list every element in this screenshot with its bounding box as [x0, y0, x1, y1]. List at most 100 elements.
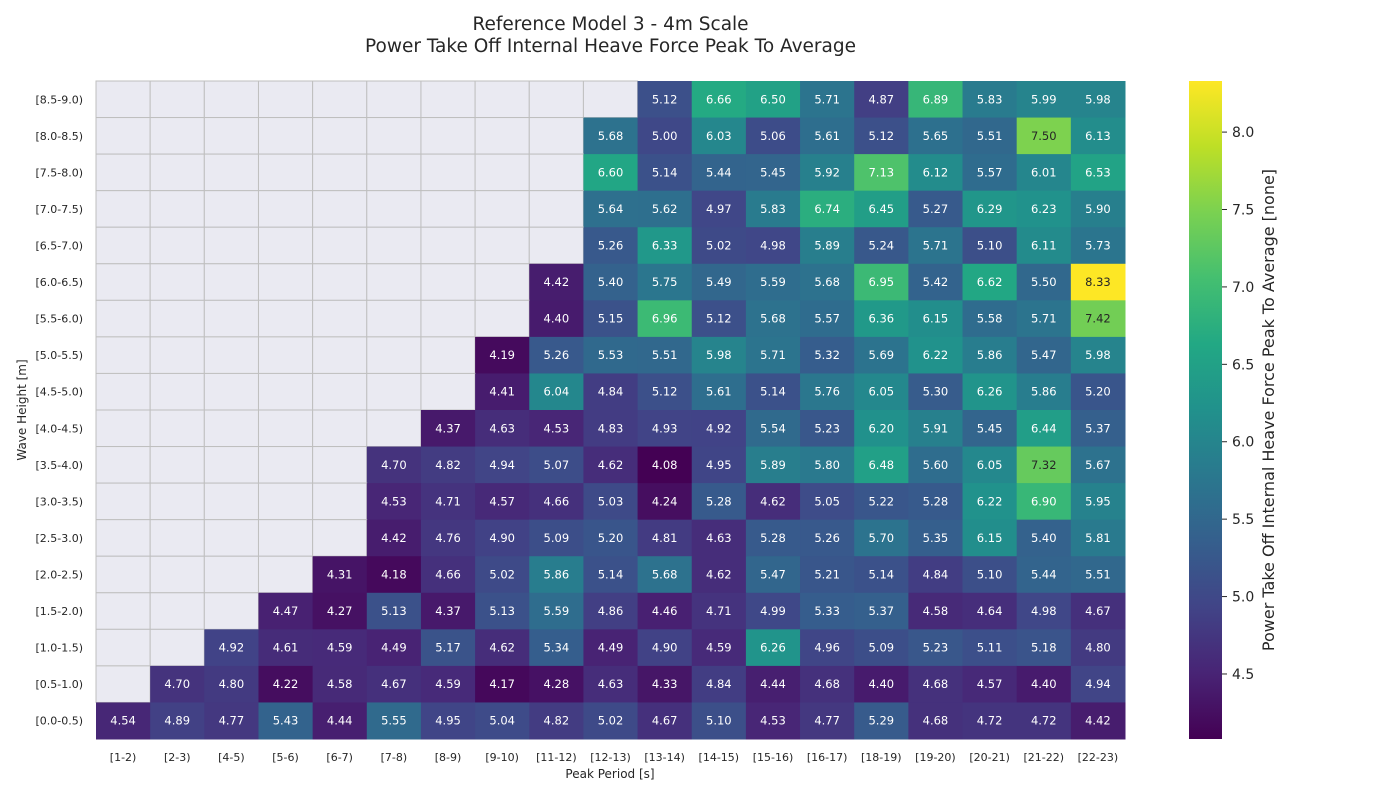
heatmap-cell-empty	[366, 409, 422, 448]
cell-value-label: 4.87	[868, 92, 894, 106]
cell-value-label: 5.98	[706, 348, 732, 362]
x-tick-labels: [1-2) [2-3) [4-5) [5-6) [6-7) [7-8) [8-9) [9-10…	[110, 751, 1118, 764]
heatmap-cell	[854, 227, 909, 265]
cell-value-label: 5.15	[598, 312, 624, 326]
heatmap-cell	[908, 336, 964, 374]
heatmap-cell-empty	[366, 190, 422, 228]
heatmap-cell	[1016, 190, 1072, 228]
y-tick-label: [3.0-3.5)	[35, 495, 83, 508]
heatmap-cell-empty	[528, 80, 584, 119]
heatmap-cell	[583, 446, 639, 484]
heatmap-cell-empty	[95, 409, 151, 448]
heatmap-cell	[150, 702, 205, 740]
heatmap-cell	[908, 629, 964, 667]
cell-value-label: 4.58	[923, 604, 949, 618]
heatmap-cell	[583, 117, 639, 155]
heatmap-cell	[854, 300, 909, 338]
heatmap-cell	[637, 702, 693, 740]
heatmap-cell-empty	[95, 372, 151, 411]
heatmap-cell	[691, 665, 747, 703]
x-tick-label: [9-10)	[485, 751, 519, 764]
heatmap-cell-empty	[149, 519, 205, 557]
cell-value-label: 4.27	[327, 604, 353, 618]
heatmap-cell	[800, 592, 855, 630]
cell-value-label: 5.42	[923, 275, 949, 289]
cell-value-label: 5.99	[1031, 92, 1057, 106]
cell-value-label: 5.44	[1031, 568, 1057, 582]
cell-value-label: 4.62	[489, 641, 515, 655]
heatmap-cell	[475, 592, 530, 630]
cell-value-label: 4.92	[219, 641, 245, 655]
heatmap-cell	[637, 483, 693, 521]
heatmap-cell	[745, 336, 801, 374]
cell-value-label: 5.04	[489, 714, 515, 728]
heatmap-cell	[908, 373, 964, 411]
heatmap-cell-empty	[149, 190, 205, 228]
cell-value-label: 4.95	[435, 714, 461, 728]
cell-value-label: 4.53	[381, 494, 407, 508]
heatmap-cell	[908, 227, 964, 265]
heatmap-cell	[691, 154, 747, 192]
cell-value-label: 5.47	[1031, 348, 1057, 362]
cell-value-label: 4.90	[489, 531, 515, 545]
cell-value-label: 4.59	[435, 677, 461, 691]
heatmap-cell-empty	[149, 153, 205, 192]
heatmap-cell-empty	[312, 446, 368, 484]
cell-value-label: 4.70	[164, 677, 190, 691]
heatmap-cell	[908, 263, 964, 301]
chart-subtitle: Power Take Off Internal Heave Force Peak…	[365, 36, 856, 57]
heatmap-cell	[637, 227, 693, 265]
heatmap-cell	[1070, 117, 1126, 155]
heatmap-cell-empty	[203, 153, 259, 192]
cell-value-label: 4.76	[435, 531, 461, 545]
heatmap-cell-empty	[149, 555, 205, 594]
cell-value-label: 5.98	[1085, 92, 1111, 106]
heatmap-cell	[1070, 702, 1126, 740]
heatmap-cell-empty	[95, 263, 151, 301]
heatmap-cell-empty	[366, 263, 422, 301]
heatmap-cell-empty	[312, 226, 368, 265]
chart-title: Reference Model 3 - 4m Scale	[472, 14, 749, 35]
cell-value-label: 5.71	[923, 239, 949, 253]
cell-value-label: 4.24	[652, 494, 678, 508]
heatmap-cell	[529, 446, 584, 484]
colorbar	[1189, 81, 1222, 739]
cell-value-label: 5.68	[760, 312, 786, 326]
heatmap-cell	[583, 154, 639, 192]
heatmap-cell-empty	[257, 336, 314, 374]
cell-value-label: 5.13	[489, 604, 515, 618]
cell-value-label: 5.71	[1031, 312, 1057, 326]
heatmap-cell	[583, 702, 639, 740]
heatmap-cell-empty	[203, 299, 259, 338]
cell-value-label: 5.35	[923, 531, 949, 545]
cell-value-label: 6.12	[923, 165, 949, 179]
heatmap-cell	[908, 446, 964, 484]
cell-value-label: 4.68	[814, 677, 840, 691]
cell-value-label: 4.47	[273, 604, 299, 618]
heatmap-cell	[366, 665, 422, 703]
cell-value-label: 5.27	[923, 202, 949, 216]
y-tick-label: [4.0-4.5)	[35, 422, 83, 435]
cell-value-label: 5.20	[598, 531, 624, 545]
cell-value-label: 4.19	[489, 348, 515, 362]
heatmap-cell	[691, 629, 747, 667]
heatmap-cell-empty	[420, 263, 476, 301]
heatmap-cell	[1070, 81, 1126, 119]
cell-value-label: 4.54	[110, 714, 136, 728]
heatmap-cell-empty	[420, 153, 476, 192]
heatmap-cell	[908, 592, 964, 630]
y-tick-label: [5.5-6.0)	[35, 313, 83, 326]
heatmap-cell-empty	[203, 482, 259, 521]
cell-value-label: 5.29	[868, 714, 894, 728]
heatmap-cell	[150, 665, 205, 703]
cell-value-label: 5.12	[652, 385, 678, 399]
heatmap-cell	[583, 410, 639, 448]
heatmap-cell	[529, 665, 584, 703]
cell-value-label: 4.42	[1085, 714, 1111, 728]
cell-value-label: 6.36	[868, 312, 894, 326]
heatmap-cell-empty	[203, 555, 259, 594]
heatmap-cell	[1070, 446, 1126, 484]
cell-value-label: 5.06	[760, 129, 786, 143]
heatmap-cell	[691, 263, 747, 301]
cell-value-label: 5.17	[435, 641, 461, 655]
